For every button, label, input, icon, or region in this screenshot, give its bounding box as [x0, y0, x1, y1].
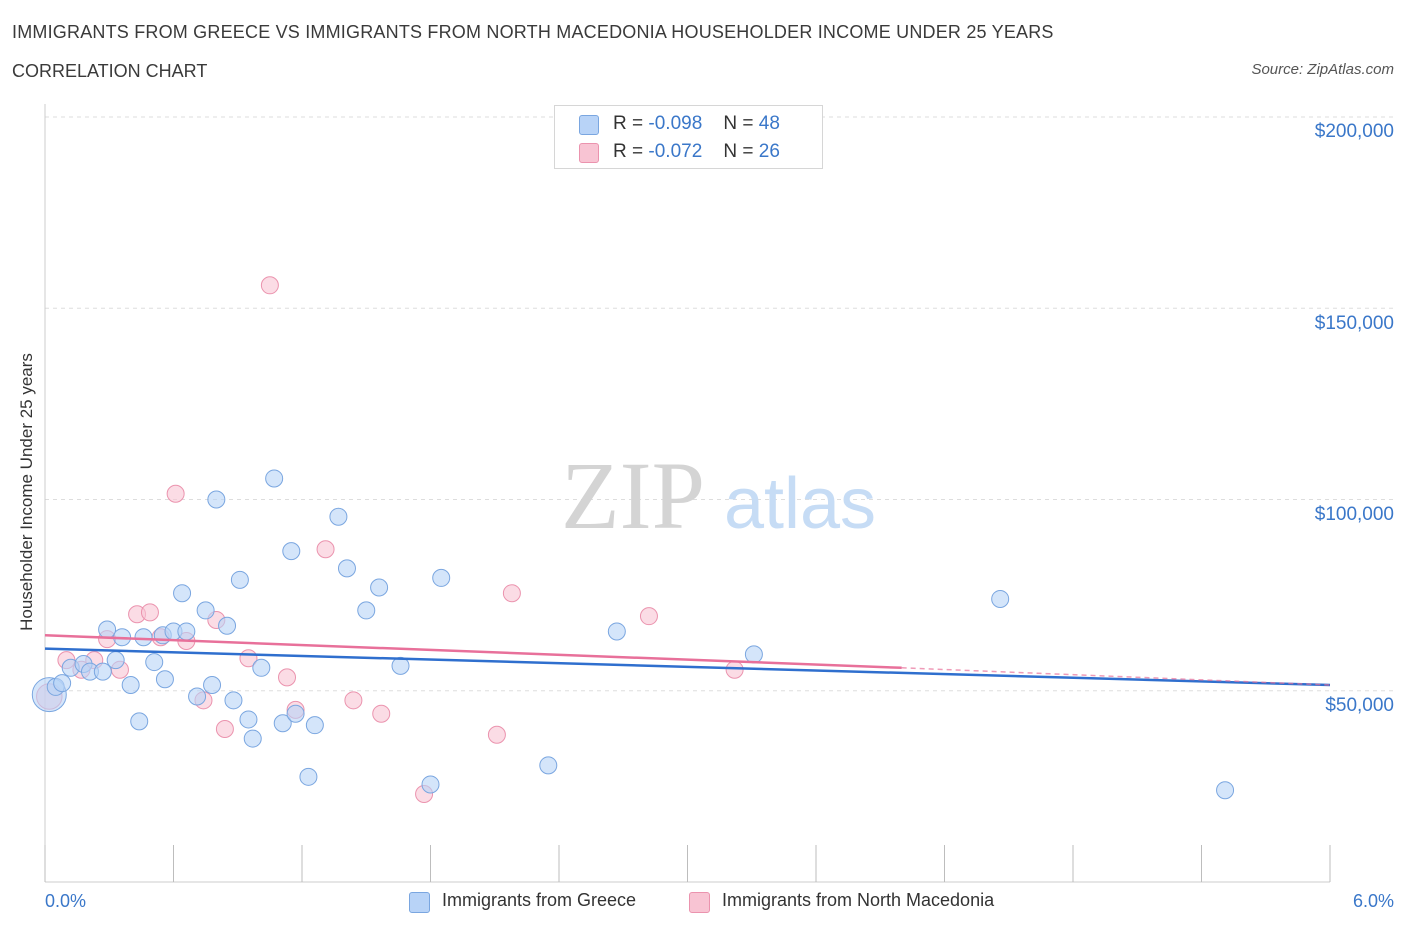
greece-point — [329, 507, 348, 526]
greece-point — [98, 620, 117, 639]
stats-legend: R = -0.098 N = 48 R = -0.072 N = 26 — [554, 105, 823, 169]
r-value: -0.098 — [648, 113, 703, 134]
greece-point — [130, 712, 149, 731]
macedonia-point — [278, 668, 297, 687]
chart-title: IMMIGRANTS FROM GREECE VS IMMIGRANTS FRO… — [12, 22, 1054, 42]
greece-point — [134, 628, 153, 647]
greece-point — [196, 601, 215, 620]
macedonia-swatch — [579, 143, 599, 163]
greece-point — [188, 687, 207, 706]
legend-label: Immigrants from Greece — [442, 890, 637, 910]
greece-point — [93, 662, 112, 681]
y-axis-label: Householder Income Under 25 years — [17, 353, 36, 631]
greece-point — [991, 589, 1010, 608]
greece-points — [31, 469, 1235, 800]
source-credit: Source: ZipAtlas.com — [1251, 61, 1394, 78]
greece-point — [155, 670, 174, 689]
n-value: 26 — [758, 141, 780, 162]
r-value: -0.072 — [648, 141, 703, 162]
greece-point — [337, 559, 356, 578]
greece-point — [357, 601, 376, 620]
macedonia-point — [260, 276, 279, 295]
greece-point — [299, 767, 318, 786]
r-label: R = — [613, 113, 644, 134]
trend-lines — [44, 634, 1331, 687]
macedonia-swatch — [689, 892, 710, 913]
greece-point — [265, 469, 284, 488]
greece-point — [121, 676, 140, 695]
macedonia-point — [215, 720, 234, 738]
y-tick-label: $100,000 — [1314, 504, 1394, 525]
macedonia-trend-line — [44, 634, 902, 670]
greece-point — [239, 710, 258, 729]
macedonia-point — [639, 607, 658, 626]
n-label: N = — [723, 113, 754, 134]
greece-point — [252, 658, 271, 677]
macedonia-trend-extension — [901, 667, 1331, 686]
greece-swatch — [409, 892, 430, 913]
greece-point — [607, 622, 626, 641]
greece-point — [391, 656, 410, 675]
macedonia-point — [372, 704, 391, 723]
greece-point — [218, 616, 237, 635]
watermark-atlas: atlas — [724, 464, 876, 544]
greece-point — [432, 568, 451, 587]
greece-point — [207, 490, 226, 509]
greece-point — [53, 674, 72, 693]
n-label: N = — [723, 141, 754, 162]
x-tick-label-min: 0.0% — [45, 891, 87, 911]
greece-point — [243, 729, 262, 748]
macedonia-point — [502, 584, 521, 603]
greece-point — [744, 645, 763, 664]
greece-point — [370, 578, 389, 597]
legend-label: Immigrants from North Macedonia — [722, 890, 995, 910]
axis-layer — [44, 104, 1331, 883]
greece-point — [286, 704, 305, 723]
greece-swatch — [579, 115, 599, 135]
greece-point — [273, 714, 292, 733]
x-tick-label-max: 6.0% — [1352, 891, 1394, 911]
y-tick-label: $150,000 — [1314, 313, 1394, 334]
greece-point — [177, 622, 196, 641]
n-value: 48 — [758, 113, 780, 134]
greece-point — [421, 775, 440, 794]
watermark: ZIP atlas — [561, 442, 876, 549]
greece-point — [282, 542, 301, 561]
macedonia-point — [316, 540, 335, 559]
r-label: R = — [613, 141, 644, 162]
greece-point — [106, 651, 125, 670]
macedonia-point — [725, 660, 744, 679]
macedonia-point — [344, 691, 363, 710]
y-tick-label: $200,000 — [1314, 121, 1394, 142]
y-tick-label: $50,000 — [1325, 695, 1394, 716]
greece-point — [539, 756, 558, 775]
greece-point — [203, 676, 222, 695]
greece-point — [173, 584, 192, 603]
greece-point — [145, 653, 164, 672]
greece-trend-line — [44, 647, 1331, 687]
macedonia-point — [140, 603, 159, 622]
macedonia-point — [166, 484, 185, 503]
greece-point — [230, 570, 249, 589]
chart-subtitle: CORRELATION CHART — [12, 61, 208, 81]
greece-point — [224, 691, 243, 710]
watermark-zip: ZIP — [561, 442, 705, 549]
greece-point — [1216, 781, 1235, 800]
greece-point — [305, 716, 324, 735]
grid-layer — [45, 116, 1396, 692]
macedonia-point — [487, 725, 506, 744]
